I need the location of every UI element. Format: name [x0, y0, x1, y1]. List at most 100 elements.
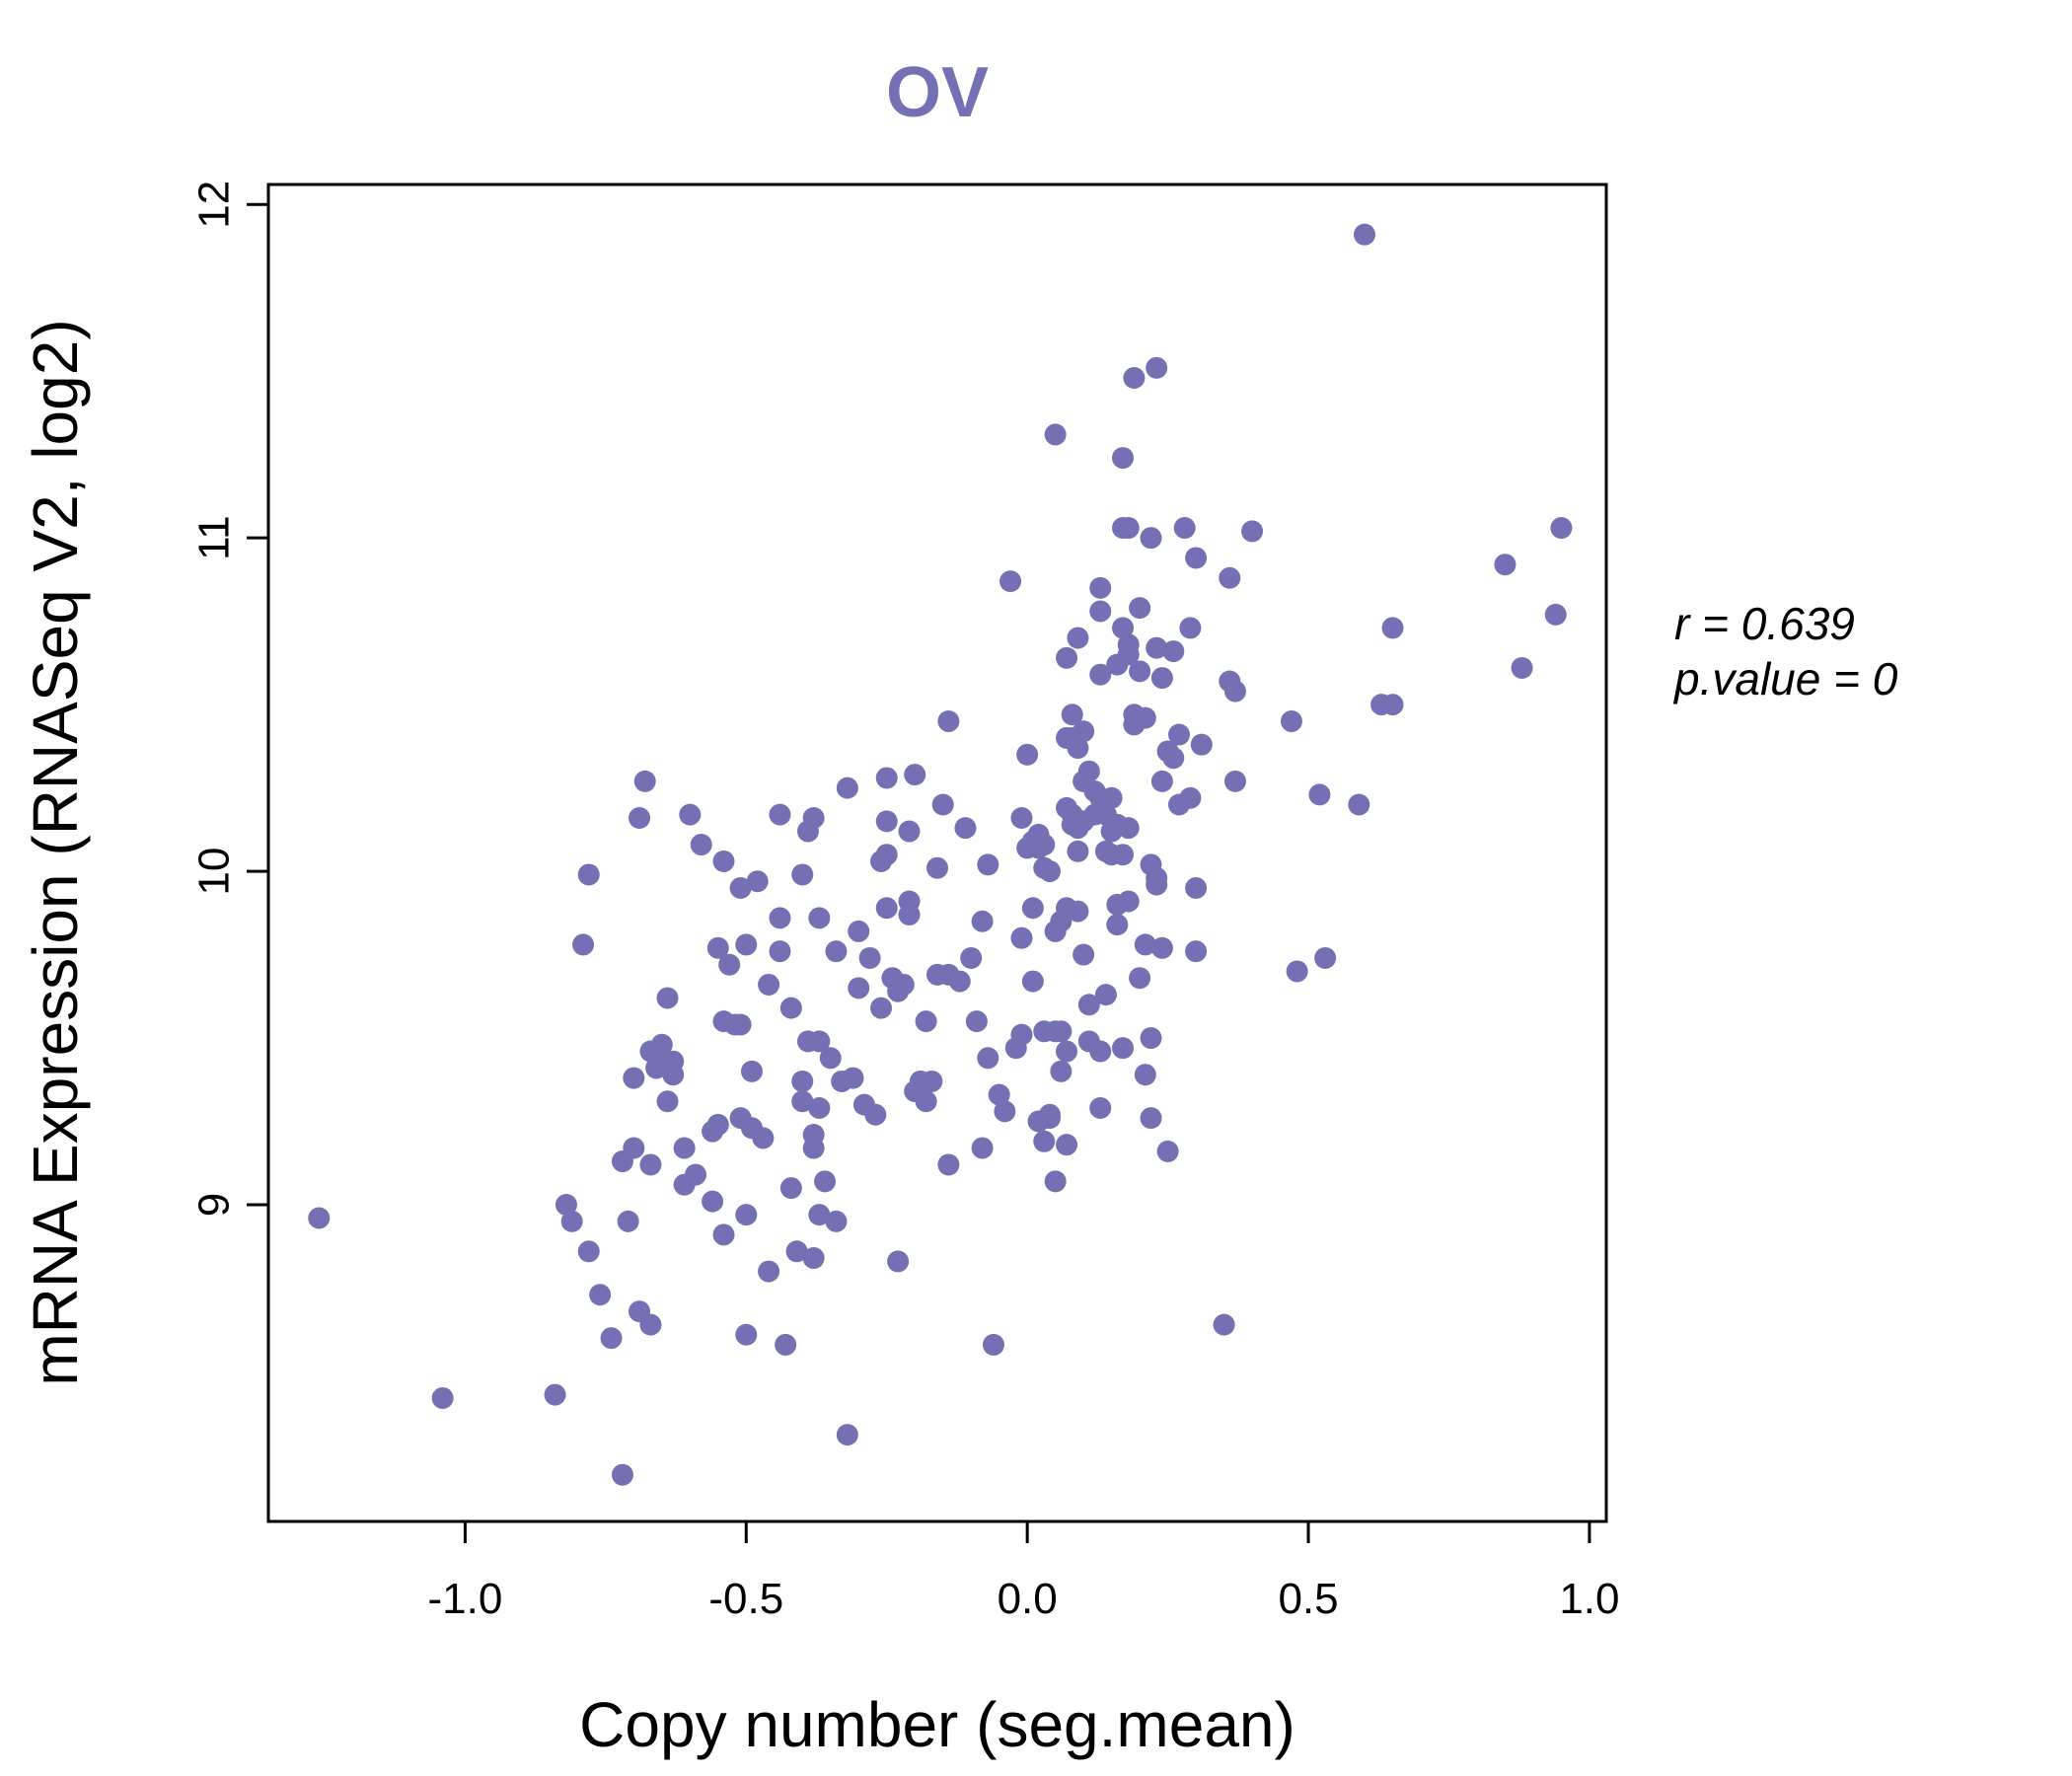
data-point	[785, 1240, 808, 1263]
data-point	[1550, 517, 1573, 540]
p-value-label: p.value = 0	[1672, 653, 1898, 704]
data-point	[960, 946, 983, 969]
data-point	[555, 1193, 577, 1216]
data-point	[1219, 566, 1241, 589]
data-point	[1223, 770, 1246, 792]
correlation-label: r = 0.639	[1674, 598, 1855, 649]
data-point	[1308, 783, 1331, 806]
data-point	[1056, 1040, 1078, 1063]
data-point	[769, 940, 791, 963]
data-point	[1050, 1060, 1073, 1082]
data-point	[1100, 786, 1123, 809]
data-point	[937, 1153, 960, 1176]
data-point	[740, 1060, 763, 1082]
data-point	[712, 1223, 735, 1246]
data-point	[1010, 807, 1033, 830]
data-point	[769, 907, 791, 929]
data-point	[842, 1067, 864, 1089]
data-point	[1173, 517, 1196, 540]
data-point	[994, 1100, 1016, 1123]
data-point	[656, 987, 679, 1009]
data-point	[1089, 1040, 1112, 1063]
data-point	[758, 1260, 780, 1283]
data-point	[1314, 946, 1337, 969]
data-point	[1067, 627, 1089, 649]
data-point	[706, 1113, 729, 1136]
data-point	[712, 850, 735, 872]
data-point	[1162, 747, 1185, 770]
data-point	[954, 817, 977, 840]
data-point	[1381, 617, 1404, 639]
data-point	[1123, 366, 1146, 389]
data-point	[808, 1030, 831, 1053]
data-point	[1021, 970, 1044, 993]
data-point	[1134, 1064, 1156, 1086]
data-point	[977, 1047, 999, 1070]
data-point	[1010, 926, 1033, 949]
data-point	[875, 767, 898, 789]
data-point	[1061, 703, 1083, 726]
data-point	[937, 710, 960, 733]
data-point	[1286, 960, 1308, 983]
data-point	[1021, 897, 1044, 920]
data-point	[779, 997, 802, 1019]
data-point	[600, 1327, 623, 1350]
data-point	[1185, 547, 1208, 569]
data-point	[589, 1284, 612, 1306]
data-point	[1167, 723, 1190, 746]
data-point	[1156, 1140, 1179, 1162]
data-point	[758, 973, 780, 996]
data-point	[948, 970, 971, 993]
data-point	[735, 933, 758, 956]
data-point	[611, 1463, 633, 1486]
data-point	[915, 1090, 937, 1113]
data-point	[802, 807, 825, 830]
x-tick-label: -0.5	[708, 1575, 783, 1623]
data-point	[1348, 793, 1370, 816]
data-point	[1190, 733, 1213, 756]
data-point	[904, 764, 926, 786]
data-point	[577, 863, 600, 886]
data-point	[729, 1013, 752, 1036]
data-point	[1150, 770, 1173, 792]
data-point	[1089, 576, 1112, 599]
data-point	[971, 910, 994, 932]
data-point	[1067, 840, 1089, 862]
data-point	[1129, 660, 1151, 683]
data-point	[875, 844, 898, 866]
data-point	[875, 810, 898, 833]
data-point	[1112, 844, 1135, 866]
y-tick-label: 12	[190, 181, 239, 229]
data-point	[808, 907, 831, 929]
data-point	[1162, 640, 1185, 663]
data-point	[1117, 517, 1140, 540]
data-point	[1112, 617, 1135, 639]
data-point	[988, 1083, 1010, 1106]
x-axis: -1.0 -0.5 0.0 0.5 1.0	[427, 1521, 1619, 1623]
data-point	[1511, 656, 1533, 679]
data-point	[1089, 1096, 1112, 1119]
data-point	[1106, 914, 1129, 936]
data-point	[898, 904, 921, 926]
data-point	[735, 1323, 758, 1346]
data-point	[1381, 694, 1404, 716]
x-tick-label: -1.0	[427, 1575, 502, 1623]
data-point	[848, 920, 870, 942]
data-point	[577, 1240, 600, 1263]
x-tick-label: 0.0	[998, 1575, 1058, 1623]
data-point	[1140, 1027, 1162, 1050]
data-point	[870, 997, 893, 1019]
data-point	[1223, 680, 1246, 703]
data-point	[673, 1137, 696, 1159]
data-point	[633, 770, 656, 792]
y-axis: 9 10 11 12	[190, 181, 268, 1217]
data-point	[915, 1010, 937, 1033]
data-point	[1094, 984, 1117, 1006]
data-point	[814, 1170, 837, 1193]
data-point	[1038, 1107, 1061, 1130]
data-point	[623, 1137, 645, 1159]
data-point	[875, 897, 898, 920]
y-axis-label: mRNA Expression (RNASeq V2, log2)	[20, 319, 91, 1385]
data-point	[1050, 1020, 1073, 1043]
